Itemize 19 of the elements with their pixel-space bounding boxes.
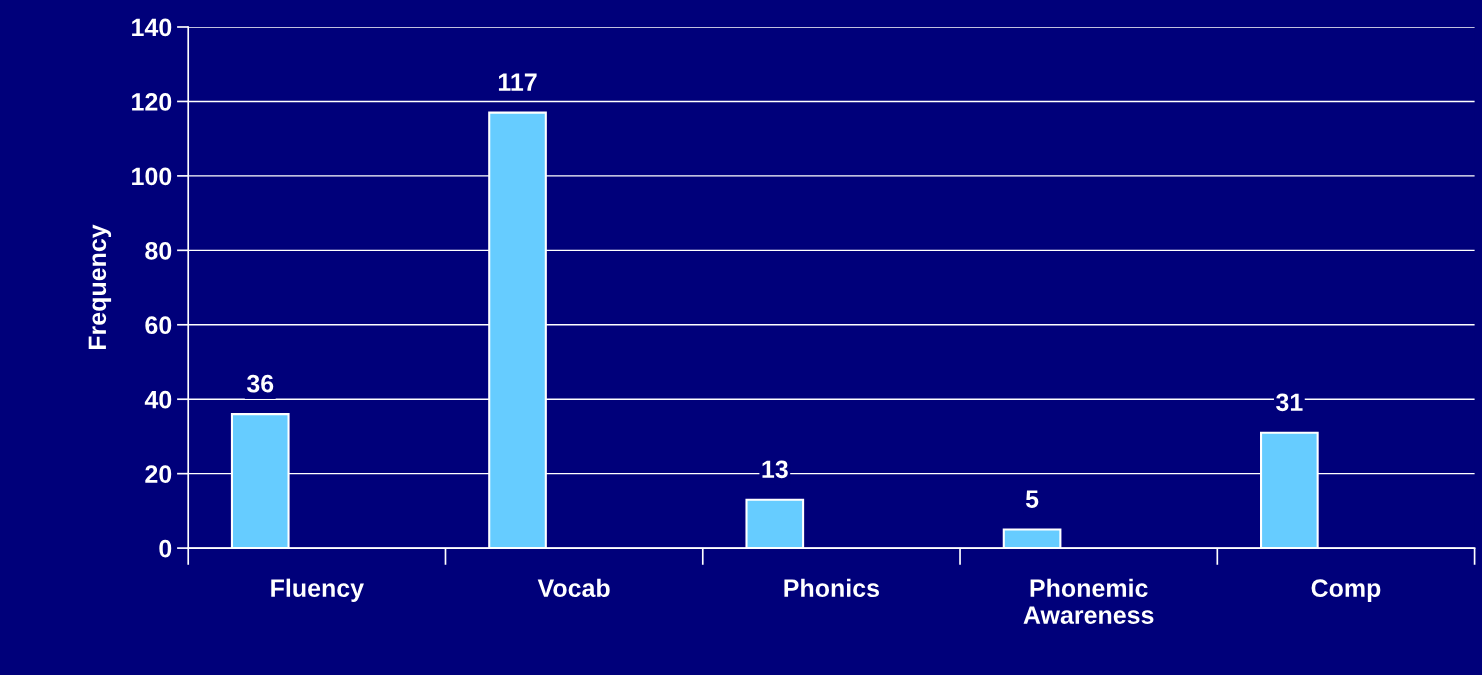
y-tick-label: 0 [159, 539, 172, 558]
y-tick-label: 20 [145, 465, 172, 483]
data-label: 31 [1276, 393, 1303, 412]
x-tick-label: Phonemic Awareness [1023, 578, 1154, 624]
data-label: 5 [1025, 490, 1039, 508]
y-tick-label: 140 [132, 18, 172, 37]
y-tick-label: 120 [132, 93, 172, 111]
y-tick-label: 100 [132, 167, 172, 186]
x-tick-label: Fluency [271, 578, 364, 602]
x-tick-label: Vocab [537, 578, 610, 598]
y-tick-label: 60 [145, 316, 172, 335]
data-label: 117 [498, 73, 537, 91]
x-tick-label: Phonics [784, 578, 879, 598]
y-tick-label: 40 [144, 390, 172, 409]
x-tick-label: Comp [1311, 579, 1381, 602]
y-axis-title: Frequency [88, 224, 112, 350]
data-label: 13 [762, 460, 788, 479]
y-tick-label: 80 [145, 241, 172, 260]
data-label: 36 [246, 374, 274, 393]
